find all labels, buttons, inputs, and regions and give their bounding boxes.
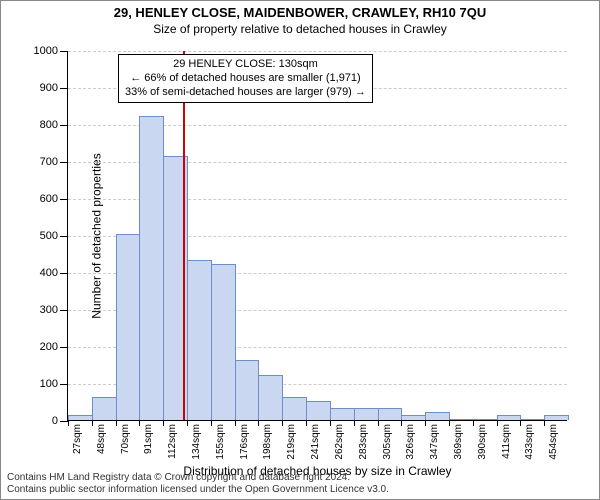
x-tick [497,420,498,426]
x-tick-label: 219sqm [286,424,297,460]
x-tick [258,420,259,426]
x-tick [473,420,474,426]
y-tick-label: 300 [40,304,68,316]
bars [68,51,567,420]
bar [473,419,498,420]
x-tick-label: 112sqm [167,424,178,459]
x-tick [544,420,545,426]
x-tick [330,420,331,426]
callout-line3: 33% of semi-detached houses are larger (… [125,86,366,100]
x-tick [449,420,450,426]
callout-line2: ← 66% of detached houses are smaller (1,… [125,72,366,86]
x-tick [92,420,93,426]
title-block: 29, HENLEY CLOSE, MAIDENBOWER, CRAWLEY, … [1,1,599,36]
x-tick [163,420,164,426]
x-tick [306,420,307,426]
x-tick [401,420,402,426]
y-tick-label: 0 [52,415,68,427]
bar [544,415,569,420]
plot-inner: Number of detached properties 0100200300… [67,51,567,421]
x-tick [235,420,236,426]
callout-line1: 29 HENLEY CLOSE: 130sqm [125,58,366,72]
x-tick-label: 134sqm [191,424,202,460]
x-tick-label: 433sqm [524,424,535,460]
x-tick-label: 454sqm [548,424,559,460]
x-tick-label: 283sqm [358,424,369,460]
bar [68,415,93,420]
x-tick-label: 155sqm [215,424,226,460]
bar [306,401,331,421]
x-tick-label: 176sqm [239,424,250,460]
x-tick-label: 91sqm [143,424,154,454]
attribution: Contains HM Land Registry data © Crown c… [7,472,593,496]
chart-container: 29, HENLEY CLOSE, MAIDENBOWER, CRAWLEY, … [0,0,600,500]
title-top: 29, HENLEY CLOSE, MAIDENBOWER, CRAWLEY, … [1,5,599,20]
x-tick-label: 390sqm [477,424,488,460]
y-tick-label: 200 [40,341,68,353]
x-tick [211,420,212,426]
title-sub: Size of property relative to detached ho… [1,22,599,36]
bar [258,375,283,420]
bar [354,408,379,420]
bar [92,397,117,420]
x-tick [282,420,283,426]
plot-area: Number of detached properties 0100200300… [67,51,567,421]
callout-box: 29 HENLEY CLOSE: 130sqm ← 66% of detache… [118,54,373,103]
x-tick [520,420,521,426]
x-tick [187,420,188,426]
x-tick-label: 241sqm [310,424,321,460]
bar [282,397,307,420]
x-tick-label: 369sqm [453,424,464,460]
x-tick-label: 262sqm [334,424,345,460]
y-tick-label: 600 [40,193,68,205]
attribution-line1: Contains HM Land Registry data © Crown c… [7,472,593,484]
bar [235,360,260,420]
x-tick [68,420,69,426]
x-tick-label: 198sqm [262,424,273,460]
bar [139,116,164,420]
bar [401,415,426,420]
bar [449,419,474,420]
marker-line [183,51,185,420]
bar [425,412,450,420]
bar [330,408,355,420]
bar [187,260,212,420]
x-tick-label: 48sqm [96,424,107,454]
bar [211,264,236,420]
y-tick-label: 800 [40,119,68,131]
y-tick-label: 100 [40,378,68,390]
bar [116,234,141,420]
bar [520,419,545,420]
x-tick-label: 305sqm [382,424,393,460]
y-tick-label: 700 [40,156,68,168]
x-tick [425,420,426,426]
x-tick-label: 326sqm [405,424,416,460]
attribution-line2: Contains public sector information licen… [7,484,593,496]
x-tick [139,420,140,426]
y-tick-label: 900 [40,82,68,94]
bar [378,408,403,420]
y-tick-label: 400 [40,267,68,279]
x-tick [354,420,355,426]
x-tick-label: 27sqm [72,424,83,454]
x-tick-label: 411sqm [501,424,512,459]
bar [497,415,522,420]
y-tick-label: 500 [40,230,68,242]
x-tick [116,420,117,426]
x-tick [378,420,379,426]
y-tick-label: 1000 [34,45,68,57]
x-tick-label: 70sqm [120,424,131,454]
x-tick-label: 347sqm [429,424,440,460]
